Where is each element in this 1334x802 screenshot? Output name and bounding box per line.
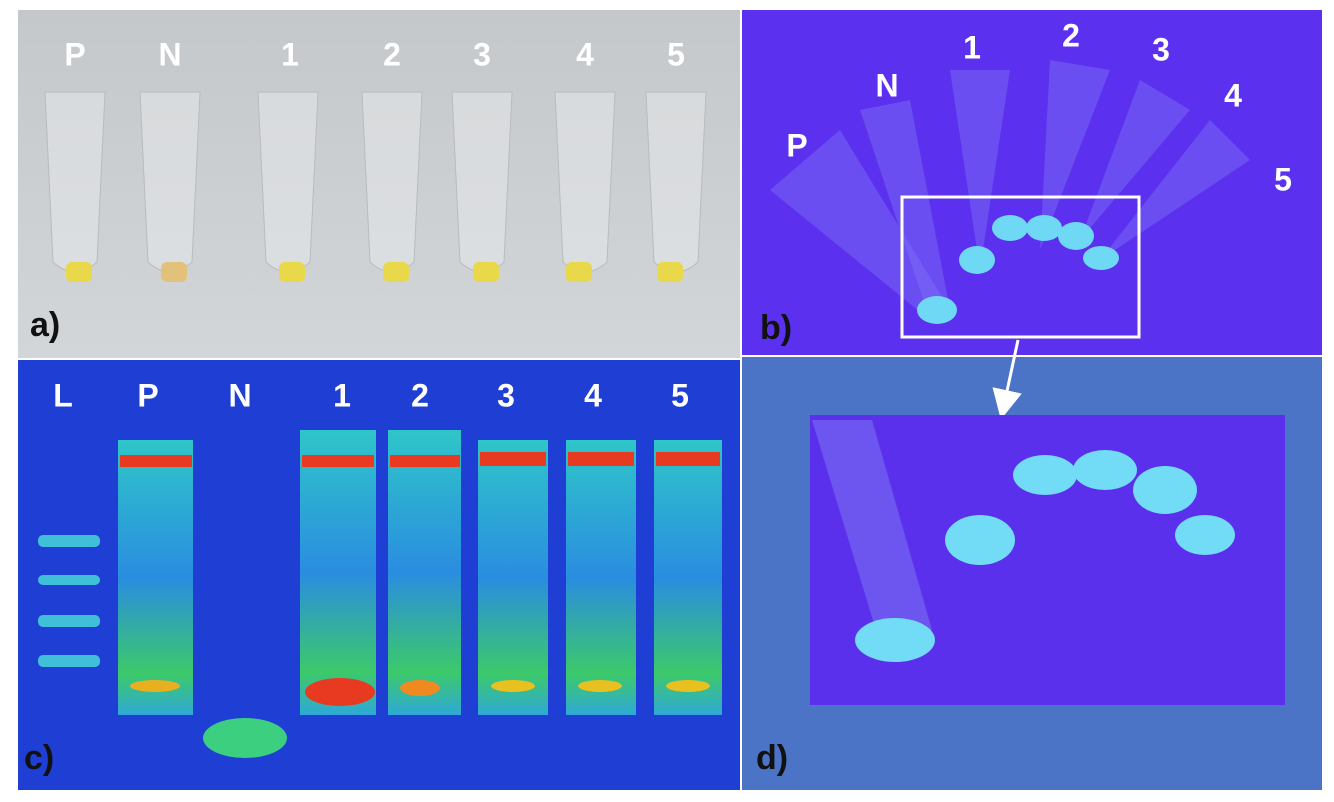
panel-label: a) [30, 306, 60, 344]
zoom-arrow [992, 339, 1022, 420]
lane-label: P [786, 127, 807, 163]
fluorescent-liquid [855, 450, 1235, 662]
lane-label: 1 [333, 377, 351, 413]
ladder [38, 535, 100, 667]
lane-label: 4 [1224, 77, 1242, 113]
lane-label: 5 [667, 36, 685, 72]
lane-label: 5 [671, 377, 689, 413]
tubes [770, 60, 1250, 320]
fluorescent-liquid [917, 215, 1119, 324]
tubes [44, 91, 707, 273]
lane-label: 3 [1152, 31, 1170, 67]
lane-label: P [137, 377, 158, 413]
gel-lanes [118, 430, 722, 715]
panel-label: d) [756, 739, 788, 777]
lane-label: N [158, 36, 181, 72]
lane-label: L [53, 377, 73, 413]
lane-label: 1 [963, 29, 981, 65]
panel-label: c) [24, 739, 54, 777]
zoom-box [900, 195, 1141, 339]
panel-b: P N 1 2 3 4 5 b) [742, 10, 1322, 355]
panel-label: b) [760, 309, 792, 347]
panel-a: P N 1 2 3 4 5 a) [18, 10, 740, 358]
lane-label: 4 [584, 377, 602, 413]
gel-bands [120, 452, 720, 706]
primer-dimer [203, 718, 287, 758]
lane-label: 5 [1274, 161, 1292, 197]
lane-label: 3 [497, 377, 515, 413]
panel-d: d) [742, 339, 1322, 790]
lane-label: 3 [473, 36, 491, 72]
panel-c: L P N 1 2 3 4 5 c) [18, 360, 740, 790]
lane-label: 1 [281, 36, 299, 72]
lane-label: P [64, 36, 85, 72]
lane-label: 2 [1062, 17, 1080, 53]
tube-liquid [66, 262, 683, 282]
lane-label: N [228, 377, 251, 413]
lane-label: 2 [383, 36, 401, 72]
lane-label: 2 [411, 377, 429, 413]
lane-label: N [875, 67, 898, 103]
lane-label: 4 [576, 36, 594, 72]
tubes [812, 420, 932, 650]
